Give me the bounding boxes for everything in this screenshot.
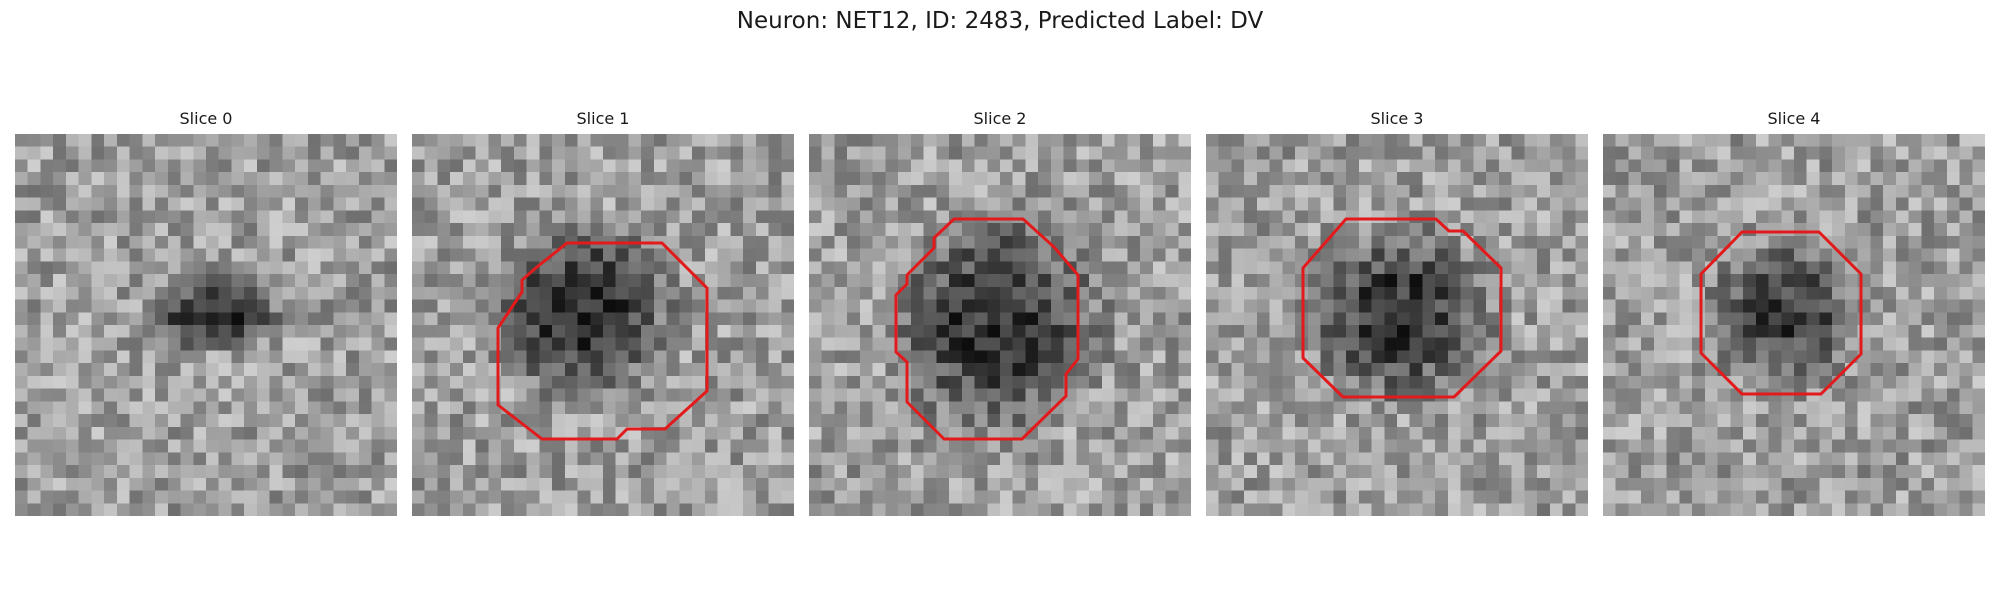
slice-panel-0: Slice 0 bbox=[15, 108, 397, 516]
neuron-contour bbox=[1699, 230, 1863, 396]
slice-title: Slice 3 bbox=[1370, 109, 1424, 128]
slice-image-1 bbox=[412, 134, 794, 516]
figure-title: Neuron: NET12, ID: 2483, Predicted Label… bbox=[736, 8, 1264, 34]
neuron-contour bbox=[496, 241, 709, 441]
slice-image-3 bbox=[1206, 134, 1588, 516]
neuron-contour bbox=[1301, 217, 1503, 399]
slice-image-0 bbox=[15, 134, 397, 516]
slice-title: Slice 1 bbox=[576, 109, 630, 128]
slice-panel-3: Slice 3 bbox=[1206, 108, 1588, 516]
grayscale-pixels bbox=[1206, 134, 1588, 516]
slice-image-4 bbox=[1603, 134, 1985, 516]
slice-panel-2: Slice 2 bbox=[809, 108, 1191, 516]
slice-title: Slice 4 bbox=[1767, 109, 1821, 128]
slice-panel-1: Slice 1 bbox=[412, 108, 794, 516]
slice-image-2 bbox=[809, 134, 1191, 516]
grayscale-pixels bbox=[1603, 134, 1985, 516]
grayscale-pixels bbox=[412, 134, 794, 516]
slice-title: Slice 2 bbox=[973, 109, 1027, 128]
grayscale-pixels bbox=[809, 134, 1191, 516]
neuron-contour bbox=[894, 217, 1080, 441]
slice-panel-4: Slice 4 bbox=[1603, 108, 1985, 516]
slice-title: Slice 0 bbox=[179, 109, 233, 128]
grayscale-pixels bbox=[15, 134, 397, 516]
